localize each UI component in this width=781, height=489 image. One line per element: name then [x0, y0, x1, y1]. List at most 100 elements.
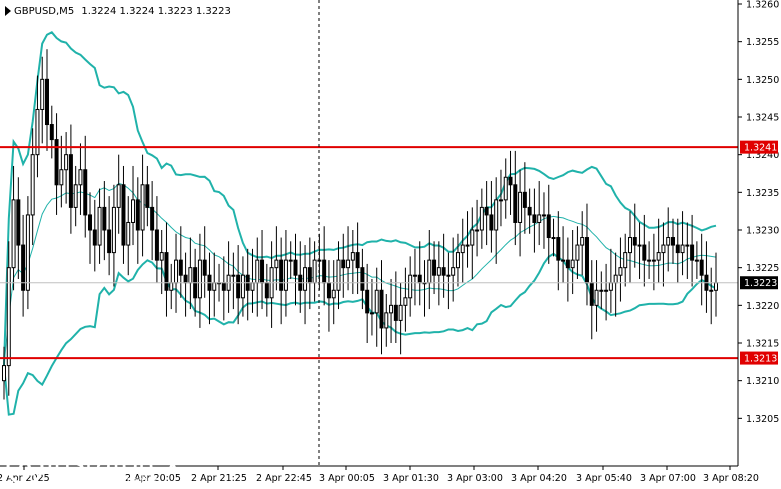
logo-wordmark: instaforex [46, 446, 181, 479]
candle-body [331, 289, 336, 299]
candle-body [475, 229, 480, 232]
candle-body [322, 259, 327, 284]
candle-body [518, 191, 523, 223]
candle-body [556, 237, 561, 261]
candle-body [102, 206, 107, 231]
collapse-arrow-icon[interactable] [5, 6, 11, 16]
y-tick-label: 1.3245 [746, 113, 779, 124]
candle-body [150, 206, 155, 231]
y-tick-label: 1.3230 [746, 226, 779, 237]
x-tick-label: 3 Apr 04:20 [511, 473, 567, 484]
candle-body [279, 259, 284, 291]
candle-body [231, 274, 236, 277]
candle-body [432, 259, 437, 276]
candle-body [283, 259, 288, 291]
candle-body [326, 282, 331, 299]
candle-body [546, 214, 551, 239]
candle-body [221, 282, 226, 291]
candle-body [709, 289, 714, 292]
candle-body [140, 184, 145, 231]
candle-body [489, 214, 494, 231]
candle-body [336, 259, 341, 291]
candle-body [131, 199, 136, 223]
candle-body [355, 252, 360, 269]
candle-body [212, 282, 217, 291]
candle-body [240, 274, 245, 299]
candle-body [527, 206, 532, 216]
candle-body [465, 244, 470, 247]
candle-body [88, 214, 93, 231]
symbol-label: GBPUSD,M5 [14, 6, 74, 17]
candle-body [393, 304, 398, 321]
candle-body [341, 259, 346, 269]
x-tick-label: 3 Apr 03:00 [447, 473, 503, 484]
candle-body [6, 267, 11, 367]
current-price-tag [740, 276, 778, 290]
instaforex-logo-icon [6, 448, 44, 486]
x-tick-label: 3 Apr 08:20 [703, 473, 759, 484]
candle-body [417, 274, 422, 284]
candle-body [690, 244, 695, 261]
candle-body [522, 191, 527, 208]
candle-body [312, 259, 317, 284]
x-tick-label: 2 Apr 22:45 [256, 473, 312, 484]
candle-body [54, 139, 59, 186]
candle-body [369, 312, 374, 315]
candle-body [164, 252, 169, 291]
candle-body [441, 267, 446, 276]
watermark-logo: instaforex Instant Forex Trading [0, 444, 181, 489]
candle-body [121, 184, 126, 246]
candle-body [637, 244, 642, 247]
candle-body [30, 154, 35, 216]
candle-body [303, 267, 308, 291]
level-price-tag [740, 351, 778, 365]
candle-body [685, 244, 690, 247]
candle-body [264, 282, 269, 299]
candle-body [49, 124, 54, 141]
candle-body [565, 259, 570, 269]
candle-body [398, 304, 403, 321]
candle-body [274, 259, 279, 269]
candle-body [126, 221, 131, 246]
candle-body [498, 199, 503, 202]
candle-body [694, 259, 699, 262]
candle-body [408, 274, 413, 299]
candle-body [255, 259, 260, 284]
chart-header: GBPUSD,M5 1.3224 1.3224 1.3223 1.3223 [14, 6, 231, 17]
candle-body [169, 282, 174, 291]
candle-body [73, 184, 78, 208]
candle-body [551, 237, 556, 240]
x-tick-label: 3 Apr 05:40 [576, 473, 632, 484]
candle-body [21, 244, 26, 291]
candle-body [64, 154, 69, 171]
candle-body [116, 184, 121, 208]
y-tick-label: 1.3210 [746, 376, 779, 387]
candle-body [455, 252, 460, 269]
current-price-label: 1.3223 [744, 278, 777, 289]
candle-body [188, 267, 193, 284]
y-tick-label: 1.3225 [746, 263, 779, 274]
candle-body [651, 259, 656, 262]
candle-body [145, 184, 150, 208]
y-tick-label: 1.3260 [746, 0, 779, 11]
candle-body [92, 229, 97, 246]
logo-tagline: Instant Forex Trading [50, 475, 161, 487]
candle-body [293, 259, 298, 276]
candle-body [159, 252, 164, 261]
candle-body [599, 289, 604, 292]
candle-body [78, 169, 83, 186]
candle-body [178, 259, 183, 276]
candle-body [627, 237, 632, 254]
candle-body [484, 206, 489, 216]
candle-body [656, 252, 661, 261]
candle-body [632, 237, 637, 246]
candle-body [236, 274, 241, 299]
candle-body [260, 259, 265, 284]
candle-body [575, 244, 580, 261]
candle-body [661, 244, 666, 254]
candle-body [714, 282, 718, 291]
candle-body [350, 252, 355, 261]
candle-body [613, 274, 618, 284]
candle-body [174, 259, 179, 284]
